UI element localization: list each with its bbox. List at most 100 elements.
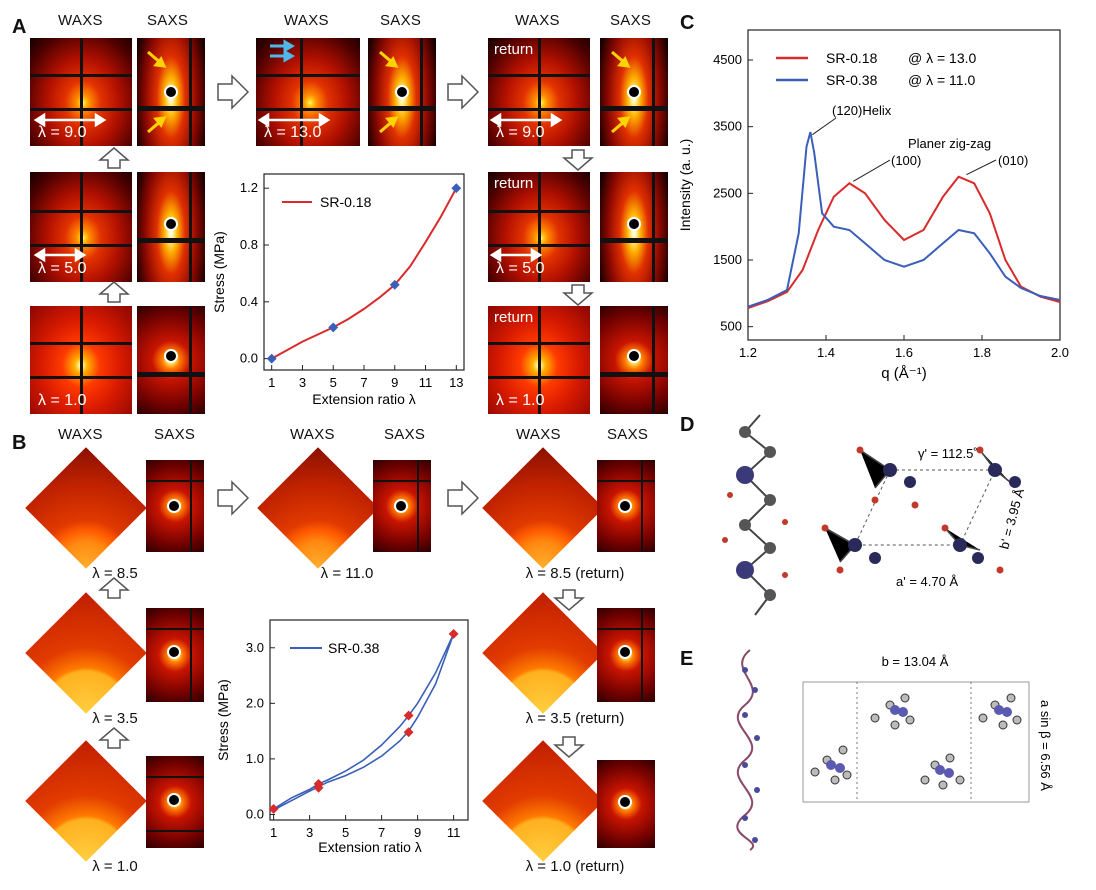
- waxs-pattern-lambda-1: λ = 1.0: [30, 306, 132, 414]
- b-axis-label: b' = 3.95 Å: [996, 487, 1027, 551]
- caption-lambda: λ = 8.5 (return): [525, 565, 625, 582]
- x-axis-label: Extension ratio λ: [318, 839, 422, 855]
- saxs-pattern-b-lambda-3.5: [146, 608, 204, 702]
- legend-label: SR-0.18: [320, 194, 372, 210]
- x-tick-label: 1: [268, 375, 275, 390]
- saxs-header: SAXS: [380, 12, 422, 29]
- crystal-structure-d: γ' = 112.5˚ a' = 4.70 Å b' = 3.95 Å: [722, 414, 1027, 616]
- saxs-pattern-lambda-13: [368, 38, 436, 146]
- y-tick-label: 0.4: [240, 294, 258, 309]
- legend-label: SR-0.38: [826, 72, 878, 88]
- caption-lambda: λ = 3.5 (return): [525, 710, 625, 727]
- saxs-pattern-b-lambda-1: [146, 756, 204, 848]
- series-line: [747, 131, 1061, 308]
- x-tick-label: 3: [299, 375, 306, 390]
- data-marker: [403, 727, 414, 738]
- stress-chart-b: 1 3 5 7 9 110.01.02.03.0 SR-0.38 Stress (MPa) …: [215, 619, 469, 855]
- x-tick-label: 3: [306, 825, 313, 840]
- legend-note: @ λ = 13.0: [908, 50, 977, 66]
- x-tick-label: 7: [378, 825, 385, 840]
- return-label: return: [494, 175, 534, 192]
- y-tick-label: 1.0: [246, 751, 264, 766]
- annotation-label: (120)Helix: [832, 103, 892, 118]
- y-tick-label: 1500: [713, 252, 742, 267]
- b-dimension-label: b = 13.04 Å: [882, 654, 949, 669]
- waxs-header: WAXS: [58, 12, 103, 29]
- x-tick-label: 7: [360, 375, 367, 390]
- panel-letter-d: D: [680, 414, 695, 436]
- y-tick-label: 0.0: [240, 351, 258, 366]
- flow-arrows-a: [97, 39, 631, 758]
- arrow-up-icon: [97, 147, 131, 169]
- data-marker: [451, 183, 462, 194]
- saxs-header: SAXS: [154, 426, 196, 443]
- legend-label: SR-0.18: [826, 50, 878, 66]
- x-tick-label: 1.4: [817, 345, 835, 360]
- waxs-pattern-return-lambda-1: return λ = 1.0: [488, 306, 590, 414]
- return-label: return: [494, 309, 534, 326]
- y-tick-label: 2500: [713, 185, 742, 200]
- caption-lambda: λ = 1.0: [92, 858, 138, 875]
- caption-lambda: λ = 8.5: [92, 565, 138, 582]
- saxs-header: SAXS: [147, 12, 189, 29]
- caption-lambda: λ = 3.5: [92, 710, 138, 727]
- saxs-pattern-return-lambda-5: [600, 172, 668, 282]
- lambda-label: λ = 5.0: [496, 260, 545, 277]
- data-marker: [328, 322, 339, 333]
- arrow-right-icon: [217, 480, 250, 516]
- saxs-pattern-b-return-3.5: [597, 608, 655, 702]
- arrow-right-icon: [447, 74, 480, 110]
- caption-lambda: λ = 1.0 (return): [525, 858, 625, 875]
- saxs-pattern-b-return-8.5: [597, 460, 655, 552]
- saxs-header: SAXS: [610, 12, 652, 29]
- x-tick-label: 11: [419, 375, 433, 390]
- data-marker: [313, 782, 324, 793]
- arrow-down-icon: [561, 149, 595, 171]
- saxs-pattern-b-return-1: [597, 760, 655, 848]
- panel-letter-e: E: [680, 648, 694, 670]
- arrow-up-icon: [97, 577, 131, 599]
- x-tick-label: 1: [270, 825, 277, 840]
- arrow-down-icon: [552, 589, 586, 611]
- panel-letter-c: C: [680, 12, 695, 34]
- legend-note: @ λ = 11.0: [908, 72, 975, 88]
- y-axis-label: Intensity (a. u.): [677, 139, 693, 232]
- saxs-pattern-lambda-5: [137, 172, 205, 282]
- x-tick-label: 11: [447, 825, 461, 840]
- waxs-pattern-lambda-5: λ = 5.0: [30, 172, 132, 282]
- waxs-header: WAXS: [516, 426, 561, 443]
- data-marker: [266, 353, 277, 364]
- gamma-label: γ' = 112.5˚: [918, 446, 978, 461]
- lambda-label: λ = 1.0: [496, 392, 545, 409]
- arrow-down-icon: [561, 284, 595, 306]
- x-axis-label: q (Å⁻¹): [881, 365, 926, 382]
- y-tick-label: 0.0: [246, 806, 264, 821]
- annotation-label: Planer zig-zag: [908, 136, 991, 151]
- x-tick-label: 1.8: [973, 345, 991, 360]
- arrow-up-icon: [97, 727, 131, 749]
- annotation-arrow: [966, 159, 997, 176]
- annotation-arrow: [853, 159, 891, 182]
- lambda-label: λ = 1.0: [38, 392, 87, 409]
- a-sin-beta-label: a sin β = 6.56 Å: [1038, 700, 1053, 791]
- annotation-arrow: [812, 117, 837, 136]
- saxs-header: SAXS: [384, 426, 426, 443]
- waxs-pattern-lambda-9: λ = 9.0: [30, 38, 132, 146]
- x-tick-label: 1.6: [895, 345, 913, 360]
- x-tick-label: 9: [391, 375, 398, 390]
- saxs-pattern-lambda-1: [137, 306, 205, 414]
- y-axis-label: Stress (MPa): [211, 231, 227, 313]
- saxs-pattern-return-lambda-9: [600, 38, 668, 146]
- series-line: [271, 187, 458, 360]
- y-tick-label: 1.2: [240, 180, 258, 195]
- saxs-pattern-b-lambda-8.5: [146, 460, 204, 552]
- legend-label: SR-0.38: [328, 640, 380, 656]
- x-tick-label: 9: [414, 825, 421, 840]
- waxs-header: WAXS: [284, 12, 329, 29]
- series-line: [273, 633, 455, 810]
- series-line: [747, 175, 1061, 309]
- arrow-right-icon: [217, 74, 250, 110]
- crystal-structure-e: b = 13.04 Å a sin β = 6.56 Å: [736, 649, 1053, 851]
- arrow-down-icon: [552, 736, 586, 758]
- y-tick-label: 4500: [713, 52, 742, 67]
